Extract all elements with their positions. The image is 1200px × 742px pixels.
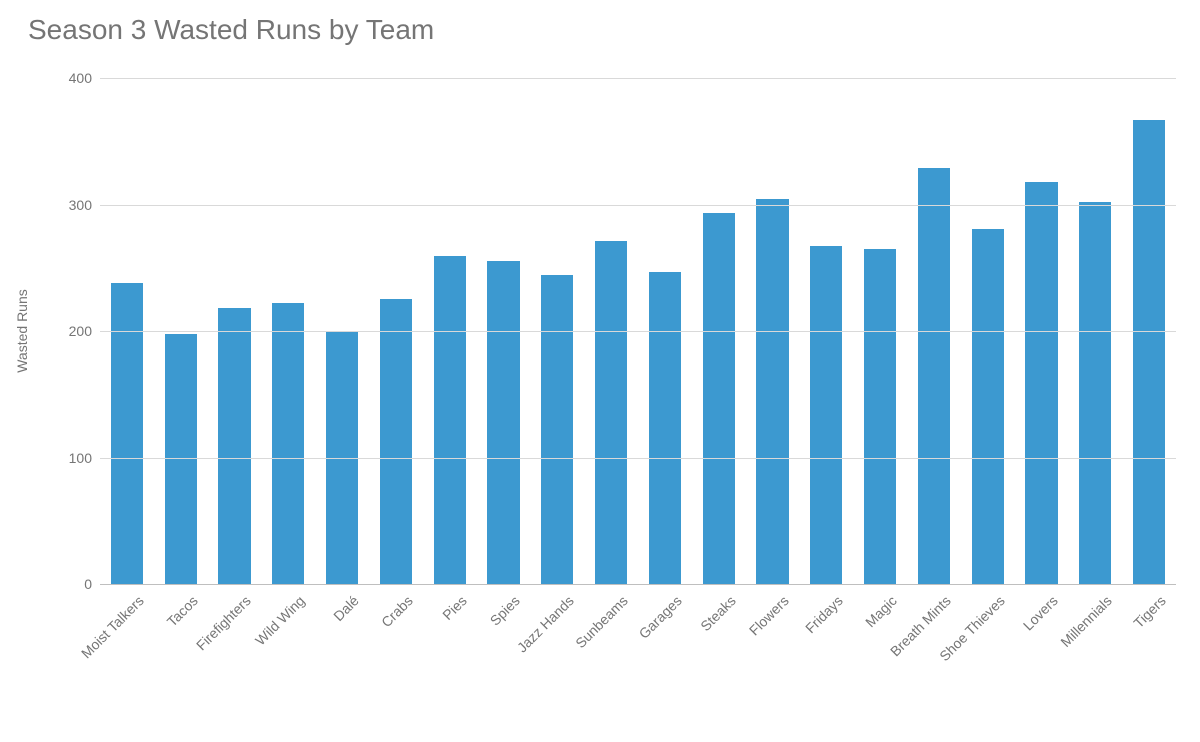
gridline xyxy=(100,205,1176,206)
x-tick-label: Steaks xyxy=(688,584,738,634)
x-tick-label: Garages xyxy=(627,584,685,642)
bar xyxy=(1133,120,1165,584)
bar xyxy=(864,249,896,584)
x-tick-label: Firefighters xyxy=(185,584,254,653)
bar xyxy=(972,229,1004,584)
gridline xyxy=(100,584,1176,585)
chart-title: Season 3 Wasted Runs by Team xyxy=(28,14,434,46)
y-tick-label: 200 xyxy=(69,323,100,339)
bar xyxy=(649,272,681,584)
gridline xyxy=(100,331,1176,332)
bar xyxy=(918,168,950,584)
bar xyxy=(272,303,304,584)
bar xyxy=(434,256,466,584)
bar xyxy=(111,283,143,584)
bar xyxy=(756,199,788,584)
x-tick-label: Tigers xyxy=(1122,584,1169,631)
x-tick-label: Crabs xyxy=(369,584,415,630)
y-tick-label: 400 xyxy=(69,70,100,86)
y-tick-label: 300 xyxy=(69,197,100,213)
bar xyxy=(380,299,412,584)
bar xyxy=(595,241,627,584)
bar xyxy=(218,308,250,584)
x-tick-label: Moist Talkers xyxy=(69,584,146,661)
x-tick-label: Wild Wing xyxy=(244,584,308,648)
x-tick-label: Fridays xyxy=(794,584,846,636)
x-tick-label: Flowers xyxy=(738,584,792,638)
bar xyxy=(165,334,197,584)
x-tick-label: Spies xyxy=(479,584,524,629)
y-tick-label: 100 xyxy=(69,450,100,466)
bar xyxy=(1025,182,1057,584)
chart-container: Season 3 Wasted Runs by Team Moist Talke… xyxy=(0,0,1200,742)
x-tick-label: Millennials xyxy=(1049,584,1115,650)
gridline xyxy=(100,78,1176,79)
bar xyxy=(703,213,735,584)
x-tick-label: Sunbeams xyxy=(564,584,631,651)
x-tick-label: Dalé xyxy=(322,584,362,624)
bar xyxy=(1079,202,1111,584)
bar xyxy=(487,261,519,584)
y-tick-label: 0 xyxy=(84,576,100,592)
y-axis-label: Wasted Runs xyxy=(14,289,30,373)
x-tick-label: Jazz Hands xyxy=(506,584,578,656)
gridline xyxy=(100,458,1176,459)
x-tick-label: Pies xyxy=(430,584,469,623)
bar xyxy=(541,275,573,584)
plot-area: Moist TalkersTacosFirefightersWild WingD… xyxy=(100,78,1176,584)
bar xyxy=(810,246,842,584)
